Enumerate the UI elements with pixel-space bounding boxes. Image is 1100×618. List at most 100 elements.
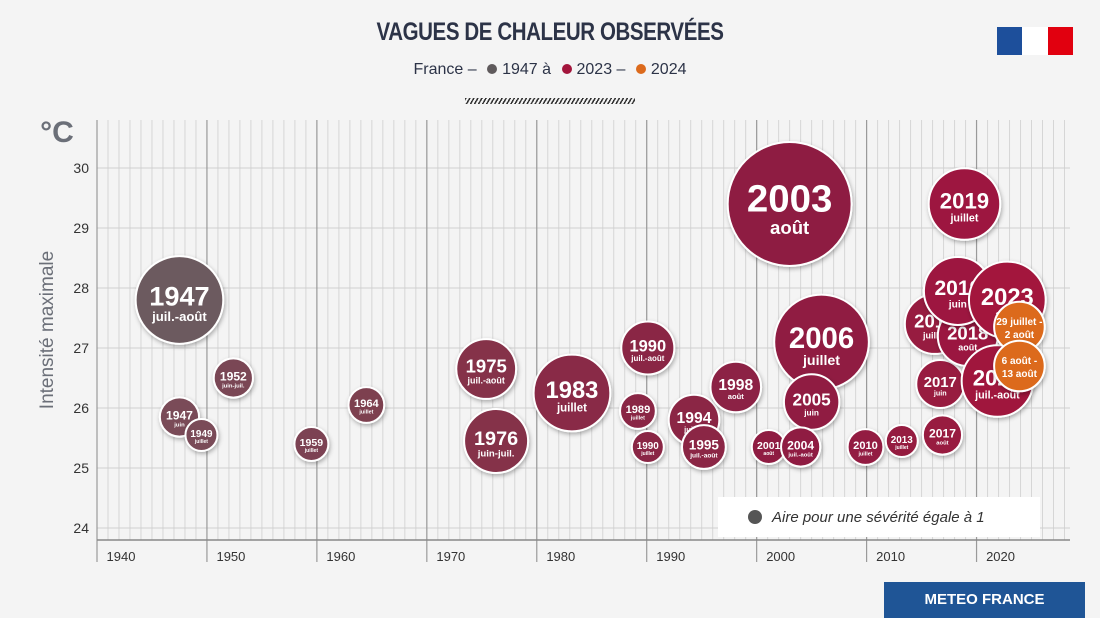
bubble-label: 1949 (190, 429, 213, 440)
bubble (620, 320, 676, 376)
subtitle-part: 2024 (650, 61, 687, 78)
subtitle-dot (487, 64, 498, 74)
bubble-sublabel: 2 août (1005, 330, 1035, 341)
bubble-label: 2006 (789, 322, 854, 355)
y-tick-label: 30 (73, 160, 89, 176)
bubble-sublabel: juil.-août (787, 452, 812, 458)
bubble-label: 1989 (626, 404, 651, 416)
bubble-label: 1975 (466, 356, 507, 377)
bubble-label: 2019 (940, 188, 989, 213)
bubble-sublabel: juillet (630, 416, 645, 422)
bubble-sublabel: août (936, 440, 948, 446)
bubble-sublabel: juin (803, 407, 819, 417)
bubble-sublabel: juillet (640, 451, 654, 457)
bubble-sublabel: juillet (949, 212, 978, 224)
bubble-sublabel: juillet (358, 410, 373, 416)
subtitle: France – 1947 à 2023 – 2024 (0, 61, 1100, 79)
bubble-label: 2010 (853, 440, 878, 452)
subtitle-dot (635, 64, 646, 74)
bubble (212, 357, 254, 399)
bubble-label: 2005 (793, 389, 832, 409)
bubble (680, 424, 727, 470)
bubble-sublabel: juil.-août (974, 389, 1020, 401)
bubble-sublabel: juillet (922, 330, 946, 340)
bubble-sublabel: juil.-août (467, 375, 505, 385)
logo-white (1022, 27, 1048, 55)
bubble-label: 1990 (637, 441, 660, 452)
bubble (780, 426, 822, 468)
bubble-label: 1959 (300, 437, 324, 449)
bubble-sublabel: août (958, 342, 977, 352)
bubble-label: 1947 (149, 280, 209, 311)
bubbles: 1947juil.-août1947juin1949juillet1952jui… (134, 141, 1047, 474)
x-tick-label: 1980 (546, 549, 575, 564)
x-tick-label: 2010 (876, 549, 905, 564)
bubble-sublabel: juil.-août (151, 309, 207, 324)
bubble (134, 255, 225, 345)
bubble-label: 1998 (718, 377, 753, 394)
bubble-sublabel: août (770, 217, 809, 238)
x-tick-label: 1990 (656, 549, 685, 564)
bubble-label: 1964 (354, 398, 379, 410)
bubble-sublabel: août (728, 392, 744, 401)
bubble-label: 2004 (787, 438, 814, 452)
bubble-sublabel: juillet (194, 439, 208, 445)
logo-blue (997, 27, 1023, 55)
bubble-sublabel: juillet (304, 448, 319, 454)
legend: Aire pour une sévérité égale à 1 (718, 497, 1040, 537)
chart-title: VAGUES DE CHALEUR OBSERVÉES (376, 18, 724, 46)
bubble-label: 1994 (677, 410, 712, 427)
y-tick-label: 29 (73, 220, 89, 236)
bubble-sublabel: juillet (556, 403, 587, 415)
bubble (846, 428, 885, 466)
bubble (927, 167, 1002, 241)
bubble-sublabel: août (763, 451, 774, 457)
subtitle-part: 2023 – (576, 61, 626, 78)
bubble-sublabel: juin-juil. (221, 383, 245, 389)
bubble-label: 2003 (747, 178, 832, 221)
bubble (532, 353, 612, 433)
bubble-sublabel: 13 août (1002, 369, 1038, 380)
subtitle-part: France – (413, 61, 477, 78)
bubble (619, 392, 657, 430)
bubble (630, 430, 665, 464)
x-tick-label: 1960 (326, 549, 355, 564)
bubble (709, 360, 763, 414)
logo-red (1047, 27, 1073, 55)
y-tick-label: 25 (73, 460, 89, 476)
bubble-label: 2017 (929, 426, 956, 440)
bubble-sublabel: juin-juil. (477, 448, 515, 459)
divider (465, 98, 635, 104)
bubble (293, 426, 330, 462)
bubble (184, 418, 219, 452)
bubble (921, 414, 964, 456)
y-tick-label: 28 (73, 280, 89, 296)
subtitle-dot (561, 64, 572, 74)
bubble-sublabel: juillet (858, 452, 873, 458)
bubble (455, 338, 518, 400)
bubble-label: 1995 (689, 438, 720, 453)
x-tick-label: 1970 (436, 549, 465, 564)
logo (997, 27, 1073, 55)
bubble (726, 141, 853, 267)
bubble-sublabel: juin (933, 389, 947, 398)
bubble (884, 424, 919, 458)
subtitle-part: 1947 à (502, 61, 552, 78)
legend-box (718, 497, 1040, 537)
bubble (463, 408, 530, 474)
x-tick-label: 2020 (986, 549, 1015, 564)
bubble-label: 1952 (220, 369, 247, 383)
bubble-sublabel: juillet (894, 445, 908, 451)
bubble-label: 1990 (630, 337, 667, 355)
bubble-label: 2001 (757, 440, 781, 452)
x-tick-label: 1940 (107, 549, 136, 564)
y-tick-label: 27 (73, 340, 89, 356)
bubble-sublabel: juillet (802, 353, 840, 369)
y-tick-label: 24 (73, 520, 89, 536)
bubble-label: 2018 (947, 323, 988, 344)
bubble (347, 386, 386, 424)
y-tick-label: 26 (73, 400, 89, 416)
x-tick-label: 2000 (766, 549, 795, 564)
